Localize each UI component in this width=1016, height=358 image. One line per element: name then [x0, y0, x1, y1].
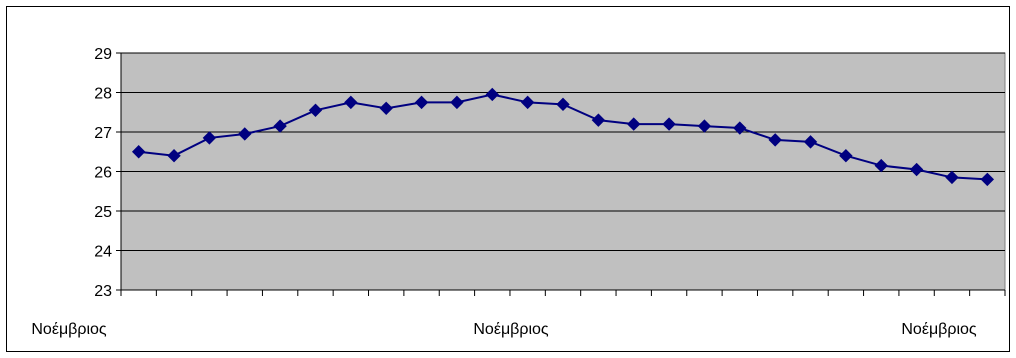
- chart-frame: 23 24 25 26 27 28 29 Νοέμβριος Νοέμβριος Νοέμβριο…: [6, 6, 1010, 352]
- x-tick-label: Νοέμβριος: [901, 321, 977, 338]
- data-point: [202, 131, 217, 145]
- data-point: [450, 95, 464, 110]
- data-point: [485, 87, 499, 102]
- line-chart: 23 24 25 26 27 28 29 Νοέμβριος Νοέμβριος Νοέμβριο…: [31, 46, 1006, 338]
- y-tick-label: 25: [94, 204, 112, 221]
- data-point: [414, 95, 429, 110]
- data-point: [627, 117, 641, 131]
- y-tick-label: 27: [94, 125, 112, 142]
- y-tick-label: 26: [94, 165, 112, 182]
- y-tick-label: 29: [94, 46, 112, 63]
- x-tick-label: Νοέμβριος: [473, 321, 549, 338]
- data-point: [697, 119, 712, 133]
- data-point: [556, 97, 570, 112]
- y-tick-label: 24: [94, 244, 112, 261]
- data-point: [662, 117, 676, 131]
- data-point: [520, 95, 535, 110]
- data-point: [308, 103, 323, 117]
- data-point: [273, 119, 287, 133]
- data-point: [131, 145, 146, 159]
- data-point: [733, 121, 747, 135]
- data-point: [768, 133, 782, 147]
- y-tick-label: 28: [94, 86, 112, 103]
- data-point: [874, 158, 888, 173]
- data-point: [238, 127, 252, 141]
- x-tick-label: Νοέμβριος: [31, 321, 107, 338]
- data-point: [379, 101, 393, 116]
- data-point: [839, 148, 853, 163]
- data-point: [167, 148, 181, 163]
- data-point: [803, 135, 818, 149]
- data-point: [344, 95, 358, 110]
- data-point: [909, 162, 924, 177]
- y-tick-label: 23: [94, 283, 112, 300]
- data-point: [945, 170, 959, 185]
- data-point: [980, 172, 995, 187]
- data-point: [591, 113, 606, 127]
